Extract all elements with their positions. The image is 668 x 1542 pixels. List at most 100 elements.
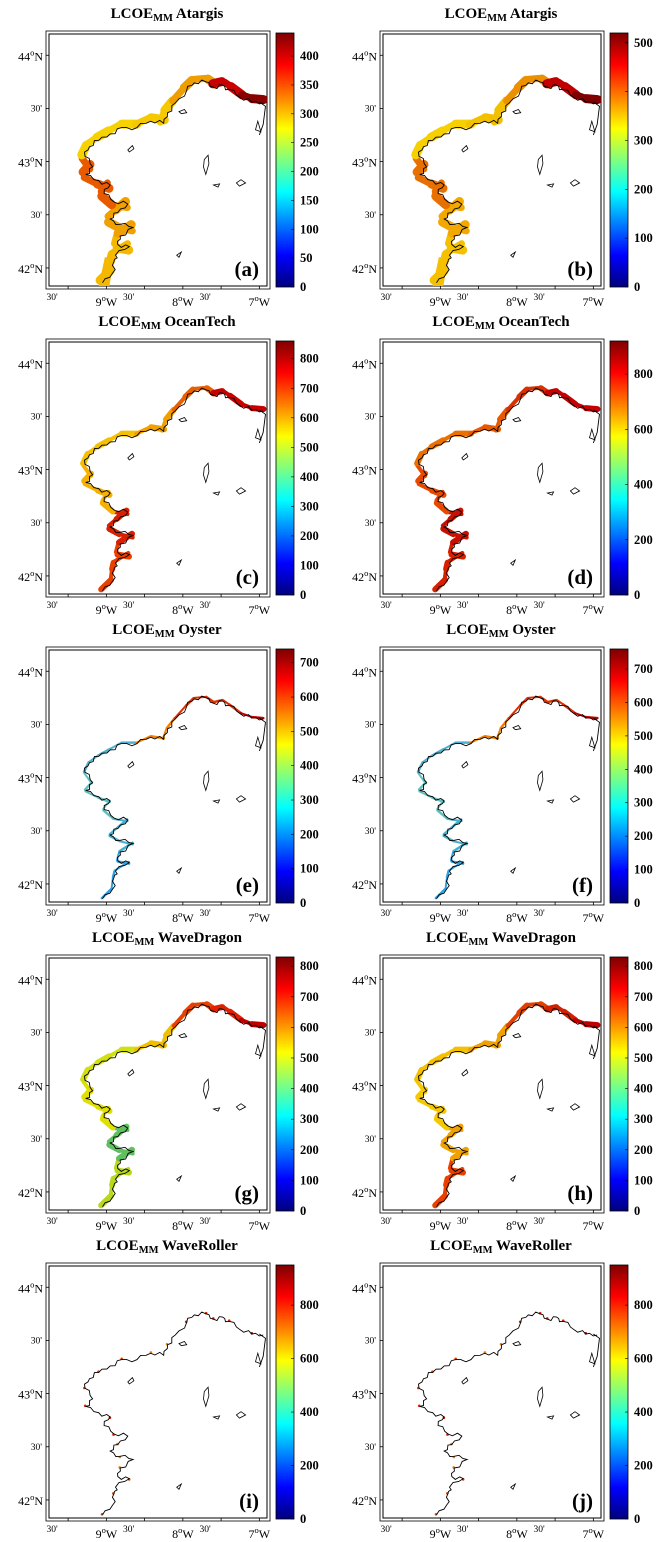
map-svg: 44oN 30' 43oN 30' 42oN 30' 9oW 30' 8oW 30' 7oW (b) 0…	[352, 30, 653, 308]
lon-tick-label: 9oW	[430, 601, 452, 616]
title-device: WaveDragon	[488, 930, 576, 946]
reservoir-outline	[512, 1341, 522, 1347]
lcoe-band-segment	[441, 1047, 457, 1059]
reservoir-outline	[569, 1411, 581, 1419]
lcoe-band-segment	[248, 1021, 267, 1029]
reservoir-outline	[212, 183, 221, 188]
lon-tick-label: 30'	[47, 1217, 59, 1227]
lcoe-band-segment	[513, 75, 531, 93]
coastline	[592, 101, 600, 136]
map-svg: 44oN 30' 43oN 30' 42oN 30' 9oW 30' 8oW 30' 7oW (j) 0…	[352, 1262, 653, 1540]
colorbar-tick-label: 200	[634, 829, 653, 843]
lcoe-band-segment	[526, 1001, 542, 1007]
reservoir-outline	[512, 109, 522, 115]
reservoir-outline	[537, 154, 544, 176]
lat-tick-label: 42oN	[18, 568, 43, 584]
panel-label: (b)	[567, 257, 593, 281]
panel-title: LCOEMM WaveDragon	[0, 930, 334, 948]
lcoe-band-segment	[414, 450, 425, 467]
lcoe-point	[100, 1513, 104, 1516]
colorbar-tick-label: 800	[634, 1298, 653, 1312]
lat-tick-label: 30'	[365, 720, 377, 730]
colorbar-tick-label: 200	[634, 1459, 653, 1473]
lcoe-band-segment	[94, 1053, 113, 1066]
lon-tick-label: 7oW	[583, 1217, 605, 1232]
lcoe-band-segment	[107, 431, 123, 443]
title-subscript: MM	[154, 629, 175, 640]
lon-tick-label: 30'	[47, 1525, 59, 1535]
lcoe-band-segment	[415, 1079, 427, 1095]
colorbar-tick-label: 250	[300, 136, 319, 150]
lon-tick-label: 30'	[123, 1525, 135, 1535]
lat-tick-label: 43oN	[18, 770, 43, 786]
lcoe-band-segment	[83, 771, 93, 785]
lat-tick-label: 43oN	[352, 154, 377, 170]
map-panel-d: 44oN 30' 43oN 30' 42oN 30' 9oW 30' 8oW 30' 7oW (d) 0…	[334, 308, 668, 616]
lat-tick-label: 44oN	[18, 355, 43, 371]
title-prefix: LCOE	[446, 622, 489, 638]
colorbar-tick-label: 400	[634, 478, 653, 492]
colorbar-tick-label: 400	[300, 759, 319, 773]
coastline	[418, 387, 598, 592]
colorbar-tick-label: 400	[300, 1405, 319, 1419]
lcoe-band-segment	[582, 405, 601, 413]
reservoir-outline	[255, 119, 262, 133]
colorbar-tick-label: 100	[634, 1173, 653, 1187]
lon-tick-label: 8oW	[172, 1525, 194, 1540]
lcoe-band-segment	[111, 510, 130, 517]
lcoe-band-segment	[111, 869, 116, 879]
reservoir-outline	[178, 417, 188, 423]
colorbar-tick-label: 100	[300, 222, 319, 236]
title-device: OceanTech	[494, 314, 570, 330]
colorbar	[275, 956, 295, 1212]
title-prefix: LCOE	[110, 6, 154, 22]
reservoir-outline	[569, 1103, 581, 1111]
reservoir-outline	[510, 866, 517, 874]
reservoir-outline	[203, 770, 210, 792]
lcoe-band-segment	[415, 463, 427, 479]
panel-title: LCOEMM Atargis	[334, 6, 668, 24]
lcoe-band-segment	[432, 257, 449, 286]
lat-tick-label: 30'	[365, 519, 377, 529]
lcoe-band-segment	[446, 243, 468, 255]
panel-title: LCOEMM Atargis	[0, 6, 334, 24]
reservoir-outline	[176, 1482, 183, 1490]
colorbar-tick-label: 150	[300, 193, 319, 207]
colorbar-tick-label: 600	[634, 695, 653, 709]
colorbar-tick-label: 0	[634, 1204, 640, 1218]
lon-tick-label: 9oW	[430, 1217, 452, 1232]
colorbar-tick-label: 0	[300, 1512, 306, 1526]
colorbar-tick-label: 800	[300, 1298, 319, 1312]
lcoe-band-segment	[516, 386, 530, 400]
panel-label: (c)	[236, 565, 259, 589]
colorbar	[275, 340, 295, 596]
lcoe-band-segment	[173, 704, 187, 720]
lat-tick-label: 43oN	[352, 1386, 377, 1402]
lcoe-band-segment	[428, 437, 447, 450]
coastline	[418, 79, 598, 284]
lon-tick-label: 7oW	[583, 601, 605, 616]
lon-tick-label: 30'	[381, 1525, 393, 1535]
lat-tick-label: 44oN	[352, 355, 377, 371]
lon-tick-label: 9oW	[96, 293, 118, 308]
map-svg: 44oN 30' 43oN 30' 42oN 30' 9oW 30' 8oW 30' 7oW (h) 0…	[352, 954, 653, 1232]
title-device: Oyster	[174, 622, 222, 638]
reservoir-outline	[176, 866, 183, 874]
lcoe-band-segment	[505, 1011, 522, 1028]
lcoe-band-segment	[433, 500, 450, 515]
map-svg: 44oN 30' 43oN 30' 42oN 30' 9oW 30' 8oW 30' 7oW (f) 0…	[352, 646, 653, 924]
coastline	[84, 79, 264, 284]
colorbar-tick-label: 200	[634, 1143, 653, 1157]
reservoir-outline	[510, 250, 517, 258]
lcoe-band-segment	[416, 1098, 434, 1109]
lon-tick-label: 30'	[199, 909, 211, 919]
lat-tick-label: 42oN	[18, 1184, 43, 1200]
colorbar-tick-label: 500	[634, 729, 653, 743]
title-device: WaveRoller	[158, 1238, 238, 1254]
lat-tick-label: 30'	[365, 412, 377, 422]
reservoir-outline	[255, 1043, 262, 1057]
reservoir-outline	[235, 179, 247, 187]
lon-tick-label: 7oW	[249, 601, 271, 616]
title-subscript: MM	[134, 937, 155, 948]
map-svg: 44oN 30' 43oN 30' 42oN 30' 9oW 30' 8oW 30' 7oW (e) 0…	[18, 646, 319, 924]
